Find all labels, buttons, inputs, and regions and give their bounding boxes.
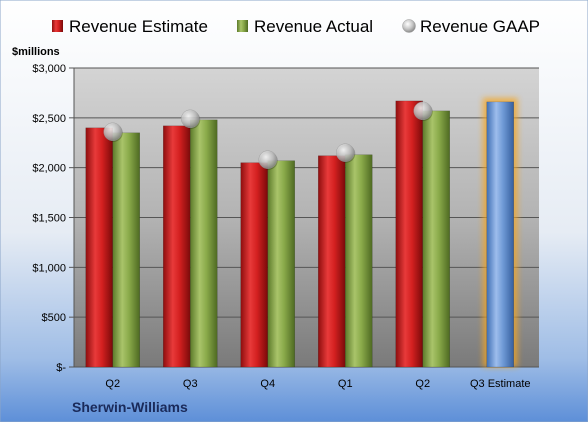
bar-revenue-actual xyxy=(190,119,218,368)
legend-swatch xyxy=(52,20,63,32)
legend-label: Revenue GAAP xyxy=(420,17,540,36)
gaap-marker xyxy=(181,109,200,129)
bar-revenue-estimate xyxy=(85,127,113,368)
x-tick-label: Q4 xyxy=(260,378,275,390)
gaap-marker xyxy=(336,143,355,162)
legend-label: Revenue Actual xyxy=(254,17,373,36)
bar-revenue-actual xyxy=(112,132,140,368)
y-tick-labels: $- $500 $1,000 $1,500 $2,000 $2,500 $3,000 xyxy=(32,63,66,374)
legend-label: Revenue Estimate xyxy=(69,17,208,36)
gaap-marker xyxy=(413,101,432,121)
y-axis-unit-label: $millions xyxy=(12,46,60,58)
y-tick-label: $500 xyxy=(42,312,66,324)
y-tick-label: $- xyxy=(56,362,66,374)
x-tick-label: Q3 xyxy=(183,378,198,390)
bar-revenue-actual xyxy=(345,154,373,368)
bar-revenue-actual xyxy=(267,160,295,368)
y-tick-label: $1,000 xyxy=(32,262,66,274)
bar-revenue-estimate xyxy=(240,162,268,368)
bar-q3-estimate xyxy=(486,101,514,368)
y-tick-label: $3,000 xyxy=(32,63,66,75)
legend: Revenue Estimate Revenue Actual Revenue GA… xyxy=(52,17,540,36)
bar-revenue-estimate xyxy=(318,155,346,368)
bar-revenue-estimate xyxy=(395,100,423,368)
gaap-marker xyxy=(258,150,277,169)
gaap-markers xyxy=(103,101,433,170)
x-tick-labels: Q2 Q3 Q4 Q1 Q2 Q3 Estimate xyxy=(105,378,530,390)
gaap-marker xyxy=(103,122,122,142)
bars xyxy=(85,97,518,368)
x-tick-label: Q2 xyxy=(415,378,430,390)
y-tick-label: $2,500 xyxy=(32,113,66,125)
x-tick-label: Q1 xyxy=(338,378,353,390)
x-tick-label: Q3 Estimate xyxy=(470,378,531,390)
legend-swatch xyxy=(402,19,416,33)
company-name: Sherwin-Williams xyxy=(72,399,188,415)
gridlines xyxy=(69,67,539,368)
y-tick-label: $2,000 xyxy=(32,163,66,175)
x-tick-label: Q2 xyxy=(105,378,120,390)
legend-swatch xyxy=(237,20,248,32)
bar-revenue-actual xyxy=(422,110,450,368)
bar-revenue-estimate xyxy=(163,125,191,368)
y-tick-label: $1,500 xyxy=(32,213,66,225)
